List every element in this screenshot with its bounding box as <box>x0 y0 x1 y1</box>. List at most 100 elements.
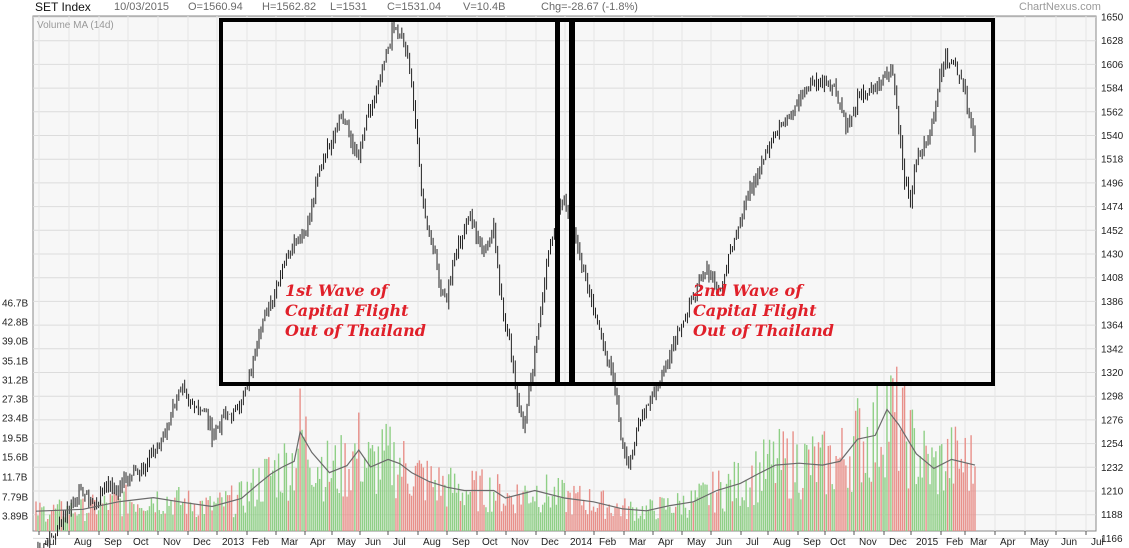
annotation-line: Capital Flight <box>285 301 409 320</box>
volume-bar <box>367 441 370 531</box>
volume-bar <box>919 456 921 531</box>
volume-bar <box>630 501 632 531</box>
quote-close: C=1531.04 <box>387 1 442 13</box>
volume-bar <box>178 486 180 531</box>
volume-bar <box>135 511 137 531</box>
volume-bar <box>168 505 170 531</box>
volume-bar <box>485 507 487 531</box>
volume-bar <box>526 490 528 531</box>
volume-bar <box>232 517 235 531</box>
volume-bar <box>438 467 440 531</box>
price-tick-label: 1364 <box>1101 321 1124 332</box>
volume-bar <box>925 445 927 531</box>
quote-low: L=1531 <box>330 1 368 13</box>
volume-bar <box>463 505 466 531</box>
volume-bar <box>659 496 661 531</box>
volume-bar <box>903 383 906 531</box>
volume-bar <box>371 445 374 531</box>
month-label: Jun <box>1061 537 1077 548</box>
volume-bar <box>37 515 39 531</box>
volume-bar <box>109 494 112 531</box>
volume-bar <box>755 451 757 531</box>
volume-bar <box>203 514 205 531</box>
annotation-line: 1st Wave of <box>285 281 391 300</box>
annotation-line: Out of Thailand <box>285 321 426 340</box>
volume-bar <box>68 514 70 531</box>
volume-bar <box>412 486 415 531</box>
symbol-title: SET Index <box>35 0 91 14</box>
volume-bar <box>890 375 892 531</box>
volume-bar <box>375 493 378 531</box>
volume-bar <box>197 515 200 531</box>
volume-bar <box>361 481 364 531</box>
price-tick-label: 1386 <box>1101 297 1124 308</box>
volume-bar <box>696 497 698 531</box>
separator-box <box>556 18 573 386</box>
volume-bar <box>121 516 123 531</box>
volume-bar <box>882 454 884 531</box>
volume-bar <box>939 445 941 531</box>
volume-bar <box>933 457 935 531</box>
volume-bar <box>487 512 489 531</box>
volume-bar <box>964 437 966 531</box>
volume-bar <box>293 490 295 531</box>
volume-bar <box>95 514 98 531</box>
annotation-line: Capital Flight <box>693 301 817 320</box>
chart-header: SET Index 10/03/2015 O=1560.94 H=1562.82… <box>0 0 1129 16</box>
volume-bar <box>125 484 127 531</box>
volume-bar <box>530 502 532 531</box>
volume-bar <box>809 475 812 531</box>
volume-bar <box>935 451 937 531</box>
volume-bar <box>193 504 196 531</box>
volume-bar <box>395 498 397 531</box>
volume-bar <box>158 510 160 531</box>
volume-bar <box>598 502 601 531</box>
price-axis: 1650 1628 1606 1584 1562 1540 1518 1496 1474 1452… <box>1101 13 1124 545</box>
volume-bar <box>383 450 385 531</box>
price-tick-label: 1166 <box>1101 534 1123 545</box>
volume-bar <box>258 467 260 531</box>
volume-bar <box>553 486 556 531</box>
volume-bar <box>929 484 931 531</box>
volume-bar <box>966 463 968 531</box>
volume-tick-label: 39.0B <box>2 337 28 348</box>
month-label: Mar <box>281 537 299 548</box>
volume-bar <box>56 504 59 531</box>
volume-bar <box>714 512 716 531</box>
volume-bar <box>54 508 57 531</box>
volume-ma-label: Volume MA (14d) <box>37 20 114 31</box>
month-label: 2013 <box>222 537 245 548</box>
month-label: Oct <box>482 537 498 548</box>
volume-bar <box>43 506 45 531</box>
volume-bar <box>176 490 178 531</box>
volume-bar <box>862 441 865 531</box>
volume-bar <box>473 480 475 531</box>
volume-bar <box>305 416 307 531</box>
volume-bar <box>641 506 644 531</box>
volume-bar <box>352 451 354 531</box>
volume-bar <box>913 428 916 531</box>
volume-bar <box>710 492 712 531</box>
volume-bar <box>148 506 151 531</box>
volume-bar <box>735 498 738 531</box>
volume-bar <box>937 494 939 531</box>
volume-tick-label: 27.3B <box>2 395 28 406</box>
volume-bar <box>860 482 863 531</box>
volume-bar <box>137 504 139 531</box>
volume-bar <box>776 458 779 531</box>
volume-bar <box>970 435 972 531</box>
annotation-line: 2nd Wave of <box>692 281 805 300</box>
volume-bar <box>528 503 530 531</box>
volume-bar <box>309 467 311 531</box>
volume-bar <box>682 495 685 531</box>
volume-bar <box>866 426 869 531</box>
volume-bar <box>559 497 561 531</box>
volume-bar <box>747 507 749 531</box>
volume-bar <box>191 511 194 531</box>
volume-bar <box>416 462 419 531</box>
month-label: Dec <box>541 537 559 548</box>
volume-bar <box>737 462 739 531</box>
month-label: May <box>337 537 356 548</box>
volume-bar <box>471 470 473 531</box>
